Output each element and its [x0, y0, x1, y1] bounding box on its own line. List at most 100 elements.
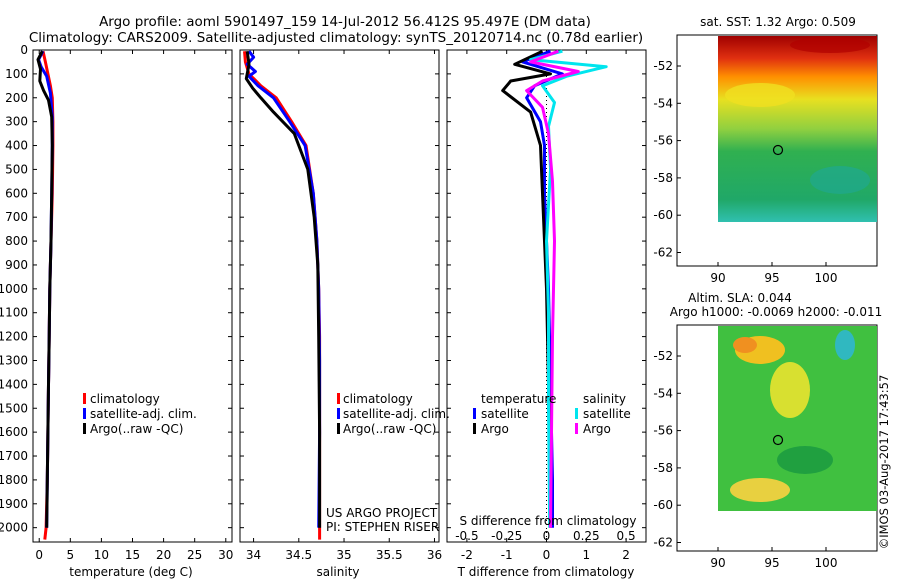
- legend-label-temp-satellite: satellite: [481, 407, 529, 421]
- sla-dark-patch: [777, 446, 833, 474]
- difference-series: [501, 49, 608, 528]
- depth-tick-label: 600: [5, 186, 28, 200]
- top-x-tick-label: -0.25: [491, 529, 522, 543]
- temperature-x-ticks: 0 5 10 15 20 25 30: [35, 50, 233, 562]
- top-x-tick-label: 0.25: [573, 529, 600, 543]
- depth-tick-label: 1700: [0, 449, 28, 463]
- lat-tick-label: -52: [653, 349, 673, 363]
- x-tick-label: 35: [336, 548, 351, 562]
- imos-watermark: ©IMOS 03-Aug-2017 17:43:57: [877, 375, 891, 550]
- legend-swatch-satellite: [337, 408, 340, 419]
- sla-orange-patch: [733, 337, 757, 353]
- sst-cool-patch: [810, 166, 870, 194]
- legend-label-climatology: climatology: [343, 392, 413, 406]
- sla-map-title-line2: Argo h1000: -0.0069 h2000: -0.011: [670, 305, 883, 319]
- depth-axis-labels: 0 100 200 300 400 500 600 700 800 900 1000 1100 1200…: [0, 43, 646, 535]
- depth-tick-label: 900: [5, 258, 28, 272]
- series-line-argo-raw-qc-: [36, 50, 54, 528]
- temperature-legend: climatology satellite-adj. clim. Argo(..…: [83, 392, 197, 436]
- legend-swatch-argo: [337, 423, 340, 434]
- depth-tick-label: 700: [5, 210, 28, 224]
- series-line-salinity-argo: [525, 49, 580, 528]
- series-line-temperature-satellite: [521, 49, 564, 528]
- depth-tick-label: 2000: [0, 521, 28, 535]
- sst-field-gradient: [718, 36, 877, 222]
- depth-tick-label: 200: [5, 91, 28, 105]
- x-tick-label: -2: [461, 548, 473, 562]
- depth-tick-label: 100: [5, 67, 28, 81]
- sla-blue-patch: [835, 330, 855, 360]
- header-title-line1: Argo profile: aoml 5901497_159 14-Jul-20…: [99, 14, 591, 30]
- legend-label-argo: Argo(..raw -QC): [343, 422, 436, 436]
- lon-tick-label: 100: [815, 556, 838, 570]
- top-x-tick-label: 0.5: [617, 529, 636, 543]
- series-line-argo-raw-qc-: [244, 50, 322, 528]
- depth-tick-label: 400: [5, 139, 28, 153]
- x-tick-label: 0: [35, 548, 43, 562]
- x-tick-label: 25: [187, 548, 202, 562]
- lat-tick-label: -54: [653, 96, 673, 110]
- x-tick-label: 35.5: [376, 548, 403, 562]
- credit-pi: PI: STEPHEN RISER: [326, 520, 439, 534]
- legend-label-argo: Argo(..raw -QC): [90, 422, 183, 436]
- series-line-temperature-argo: [501, 49, 552, 528]
- legend-label-sal-satellite: satellite: [583, 407, 631, 421]
- legend-swatch-temp-argo: [473, 423, 476, 434]
- salinity-series: [243, 50, 322, 540]
- lat-tick-label: -62: [653, 246, 673, 260]
- sst-hot-patch: [790, 37, 870, 53]
- credit-project: US ARGO PROJECT: [326, 506, 438, 520]
- lat-tick-label: -54: [653, 386, 673, 400]
- x-tick-label: 5: [66, 548, 74, 562]
- salinity-x-ticks: 34 34.5 35 35.5 36: [246, 50, 442, 562]
- legend-label-satellite: satellite-adj. clim.: [343, 407, 450, 421]
- x-tick-label: 1: [582, 548, 590, 562]
- temperature-series: [36, 50, 55, 540]
- x-tick-label: 15: [125, 548, 140, 562]
- sla-map-ticks: -52 -54 -56 -58 -60 -62 90 95 100: [653, 349, 837, 570]
- x-tick-label: 20: [156, 548, 171, 562]
- lon-tick-label: 90: [710, 556, 725, 570]
- x-tick-label: 2: [622, 548, 630, 562]
- legend-label-temp-argo: Argo: [481, 422, 509, 436]
- salinity-xlabel: salinity: [316, 565, 359, 579]
- legend-label-climatology: climatology: [90, 392, 160, 406]
- sst-float-marker: [772, 144, 784, 156]
- legend-swatch-satellite: [83, 408, 86, 419]
- sla-float-marker: [772, 434, 784, 446]
- legend-label-satellite: satellite-adj. clim.: [90, 407, 197, 421]
- legend-title-temperature: temperature: [481, 392, 556, 406]
- lon-tick-label: 95: [764, 556, 779, 570]
- depth-tick-label: 1000: [0, 282, 28, 296]
- x-tick-label: 10: [94, 548, 109, 562]
- x-tick-label: 36: [427, 548, 442, 562]
- lat-tick-label: -60: [653, 498, 673, 512]
- lat-tick-label: -52: [653, 59, 673, 73]
- salinity-panel-frame: [239, 49, 440, 543]
- depth-tick-label: 1500: [0, 401, 28, 415]
- difference-xlabel: T difference from climatology: [457, 565, 635, 579]
- lon-tick-label: 95: [764, 271, 779, 285]
- x-tick-label: 34.5: [285, 548, 312, 562]
- lat-tick-label: -60: [653, 208, 673, 222]
- lat-tick-label: -58: [653, 171, 673, 185]
- lon-tick-label: 90: [710, 271, 725, 285]
- sst-warm-patch: [725, 83, 795, 107]
- lat-tick-label: -58: [653, 461, 673, 475]
- difference-x-ticks: -2 -1 0 1 2: [461, 50, 630, 562]
- depth-tick-label: 1600: [0, 425, 28, 439]
- difference-legend: temperature salinity satellite Argo sate…: [473, 392, 631, 436]
- x-tick-label: 30: [218, 548, 233, 562]
- legend-title-salinity: salinity: [583, 392, 626, 406]
- header-title-line2: Climatology: CARS2009. Satellite-adjuste…: [29, 30, 643, 46]
- legend-swatch-sal-satellite: [575, 408, 578, 419]
- sla-map-field: [718, 326, 877, 511]
- lat-tick-label: -62: [653, 536, 673, 550]
- top-x-tick-label: -0.5: [455, 529, 478, 543]
- series-line-climatology: [243, 51, 322, 540]
- sla-yellow-patch-2: [770, 362, 810, 418]
- depth-tick-label: 1900: [0, 497, 28, 511]
- legend-swatch-climatology: [337, 393, 340, 404]
- lon-tick-label: 100: [815, 271, 838, 285]
